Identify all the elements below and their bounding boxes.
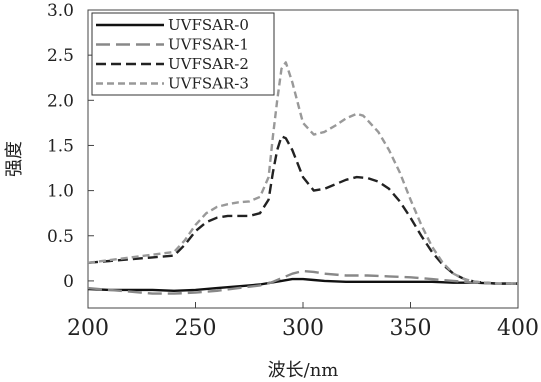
y-axis-label: 强度 [4, 141, 25, 177]
y-tick-label: 0 [63, 272, 74, 292]
x-tick-label: 200 [67, 316, 109, 341]
y-tick-label: 3.0 [47, 1, 74, 21]
y-tick-label: 0.5 [47, 227, 74, 247]
x-axis-label: 波长/nm [268, 360, 339, 381]
series-line-uvfsar-3 [87, 61, 518, 285]
x-tick-label: 400 [497, 316, 539, 341]
x-axis: 200 250 300 350 400 [67, 302, 539, 341]
legend-label: UVFSAR-2 [168, 55, 249, 73]
y-tick-label: 1.0 [47, 182, 74, 202]
series-line-uvfsar-2 [87, 135, 518, 285]
legend-label: UVFSAR-3 [168, 75, 249, 93]
legend-label: UVFSAR-0 [168, 16, 249, 34]
x-tick-label: 250 [175, 316, 217, 341]
x-tick-label: 350 [390, 316, 432, 341]
series-layer [87, 61, 518, 295]
y-axis: 3.0 2.5 2.0 1.5 1.0 0.5 0 [47, 1, 94, 292]
series-line-uvfsar-0 [87, 277, 518, 292]
legend-box [91, 12, 275, 96]
legend-label: UVFSAR-1 [168, 36, 249, 54]
series-line-uvfsar-1 [87, 269, 518, 295]
y-tick-label: 2.5 [47, 46, 74, 66]
y-tick-label: 2.0 [47, 91, 74, 111]
y-tick-label: 1.5 [47, 136, 74, 156]
x-tick-label: 300 [282, 316, 324, 341]
